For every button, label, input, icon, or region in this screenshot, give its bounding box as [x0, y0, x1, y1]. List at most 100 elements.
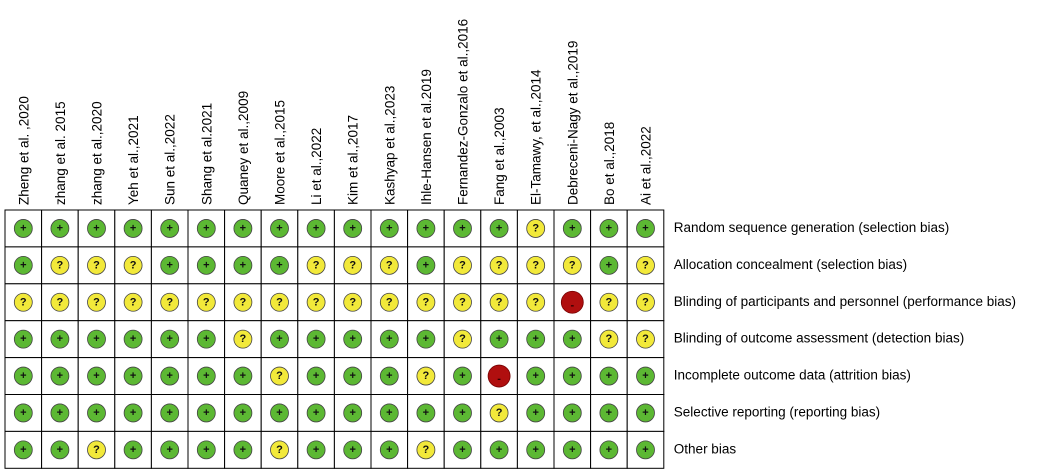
judgment-dot: [453, 219, 472, 238]
judgment-dot: [123, 292, 143, 312]
judgment-dot: [87, 403, 106, 423]
judgment-symbol: ?: [93, 259, 100, 271]
judgment-dot: [636, 219, 655, 238]
judgment-dot: [196, 219, 216, 238]
judgment-symbol: ?: [606, 296, 613, 308]
domain-label: Blinding of participants and personnel (…: [674, 294, 1016, 309]
judgment-symbol: ?: [93, 444, 100, 456]
judgment-symbol: ?: [496, 296, 503, 308]
domain-label: Random sequence generation (selection bi…: [674, 220, 949, 235]
judgment-dot: [270, 440, 289, 460]
judgment-dot: [379, 255, 399, 275]
judgment-dot: [526, 255, 546, 275]
judgment-dot: [13, 255, 33, 275]
judgment-symbol: +: [532, 370, 538, 382]
judgment-symbol: +: [166, 370, 172, 382]
judgment-symbol: ?: [386, 296, 393, 308]
grid-cell: [626, 283, 665, 322]
judgment-symbol: ?: [276, 370, 283, 382]
judgment-dot: [160, 403, 180, 423]
judgment-dot: [489, 403, 509, 423]
judgment-dot: [233, 219, 253, 238]
judgment-symbol: ?: [93, 296, 100, 308]
judgment-dot: [123, 403, 143, 423]
judgment-symbol: +: [606, 444, 612, 456]
domain-label: Selective reporting (reporting bias): [674, 405, 880, 420]
judgment-dot: [13, 329, 33, 349]
judgment-symbol: ?: [130, 259, 137, 271]
judgment-dot: [489, 219, 509, 238]
study-label: Ai et al.,2022: [639, 126, 654, 205]
judgment-symbol: +: [20, 222, 26, 234]
domain-label: Other bias: [674, 441, 737, 456]
judgment-symbol: ?: [349, 259, 356, 271]
judgment-symbol: +: [386, 444, 392, 456]
judgment-dot: [599, 219, 619, 238]
judgment-symbol: +: [20, 259, 26, 271]
judgment-dot: [636, 329, 655, 349]
judgment-dot: [270, 329, 289, 349]
judgment-symbol: ?: [532, 296, 539, 308]
judgment-dot: [306, 219, 326, 238]
judgment-symbol: +: [532, 407, 538, 419]
judgment-symbol: +: [459, 370, 465, 382]
judgment-symbol: +: [606, 370, 612, 382]
judgment-dot: [123, 329, 143, 349]
judgment-symbol: ?: [606, 333, 613, 345]
judgment-symbol: +: [240, 370, 246, 382]
judgment-symbol: +: [93, 333, 99, 345]
judgment-dot: [453, 366, 472, 386]
judgment-dot: [416, 329, 436, 349]
judgment-symbol: +: [240, 259, 246, 271]
judgment-dot: [123, 366, 143, 386]
judgment-symbol: ?: [532, 259, 539, 271]
judgment-dot: [453, 255, 472, 275]
grid-cell: [4, 357, 43, 396]
judgment-dot: [87, 366, 106, 386]
judgment-symbol: +: [606, 222, 612, 234]
judgment-symbol: +: [569, 407, 575, 419]
judgment-symbol: +: [642, 444, 648, 456]
judgment-symbol: +: [423, 222, 429, 234]
judgment-dot: [562, 403, 582, 423]
study-label: Ihle-Hansen et al.2019: [419, 69, 434, 205]
judgment-dot: [50, 255, 70, 275]
judgment-symbol: +: [459, 444, 465, 456]
judgment-dot: [526, 219, 546, 238]
judgment-symbol: +: [569, 370, 575, 382]
judgment-symbol: +: [642, 407, 648, 419]
judgment-dot: [196, 403, 216, 423]
judgment-symbol: +: [349, 370, 355, 382]
judgment-symbol: +: [459, 407, 465, 419]
domain-label: Allocation concealment (selection bias): [674, 257, 907, 272]
judgment-dot: [636, 440, 655, 460]
judgment-dot: [379, 366, 399, 386]
judgment-dot: [270, 219, 289, 238]
judgment-dot: [526, 329, 546, 349]
judgment-symbol: ?: [496, 407, 503, 419]
judgment-symbol: ?: [20, 296, 27, 308]
judgment-dot: [416, 440, 436, 460]
judgment-symbol: +: [203, 407, 209, 419]
judgment-symbol: +: [93, 407, 99, 419]
study-label: zhang et al. 2015: [53, 101, 68, 205]
judgment-symbol: +: [20, 444, 26, 456]
judgment-symbol: ?: [130, 296, 137, 308]
judgment-symbol: +: [166, 259, 172, 271]
judgment-dot: [416, 219, 436, 238]
judgment-symbol: ?: [166, 296, 173, 308]
judgment-dot: [196, 329, 216, 349]
judgment-dot: [379, 292, 399, 312]
judgment-dot: [379, 440, 399, 460]
judgment-dot: [526, 366, 546, 386]
judgment-dot: [562, 219, 582, 238]
judgment-symbol: +: [642, 370, 648, 382]
judgment-dot: [636, 366, 655, 386]
judgment-symbol: ?: [276, 296, 283, 308]
judgment-dot: [13, 366, 33, 386]
judgment-symbol: ?: [276, 444, 283, 456]
judgment-dot: [87, 292, 106, 312]
judgment-symbol: +: [386, 222, 392, 234]
judgment-dot: [453, 292, 472, 312]
